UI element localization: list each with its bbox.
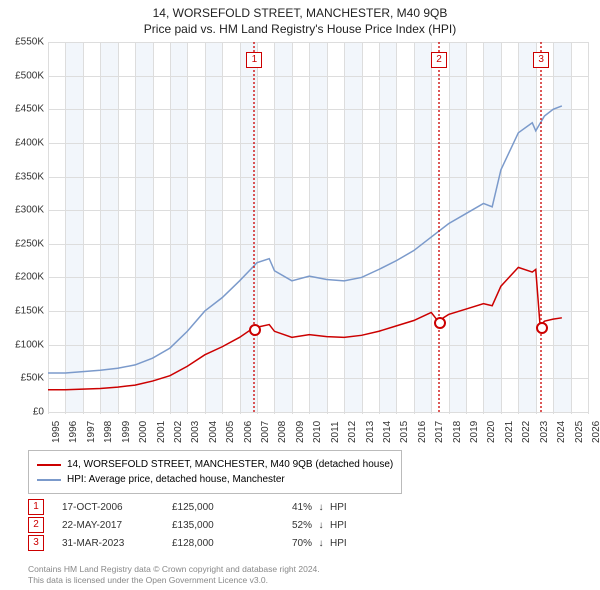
sales-hpi-label: HPI: [330, 502, 360, 513]
x-axis-tick-label: 2000: [138, 421, 149, 443]
legend-swatch: [37, 464, 61, 466]
sales-table-row: 3 31-MAR-2023£128,00070%↓HPI: [28, 534, 360, 552]
x-axis-tick-label: 2008: [277, 421, 288, 443]
x-axis-tick-label: 2004: [208, 421, 219, 443]
x-axis-tick-label: 2011: [330, 421, 341, 443]
y-axis-tick-label: £300K: [6, 205, 44, 216]
x-axis-tick-label: 2020: [486, 421, 497, 443]
sale-marker-box: 2: [431, 52, 447, 68]
x-axis-tick-label: 1999: [121, 421, 132, 443]
sales-price: £128,000: [172, 538, 272, 549]
arrow-down-icon: ↓: [312, 538, 330, 549]
y-axis-tick-label: £400K: [6, 137, 44, 148]
x-axis-tick-label: 2013: [365, 421, 376, 443]
x-axis-tick-label: 2021: [504, 421, 515, 443]
sales-table-row: 1 17-OCT-2006£125,00041%↓HPI: [28, 498, 360, 516]
x-axis-tick-label: 1996: [68, 421, 79, 443]
legend-row: HPI: Average price, detached house, Manc…: [37, 472, 393, 487]
sale-marker-box: 1: [246, 52, 262, 68]
sales-date: 17-OCT-2006: [62, 502, 172, 513]
x-axis-tick-label: 2002: [173, 421, 184, 443]
x-axis-tick-label: 2014: [382, 421, 393, 443]
x-axis-tick-label: 2012: [347, 421, 358, 443]
y-axis-tick-label: £150K: [6, 306, 44, 317]
x-axis-tick-label: 2010: [312, 421, 323, 443]
x-axis-tick-label: 2015: [399, 421, 410, 443]
sales-price: £125,000: [172, 502, 272, 513]
legend-row: 14, WORSEFOLD STREET, MANCHESTER, M40 9Q…: [37, 457, 393, 472]
x-axis-tick-label: 2019: [469, 421, 480, 443]
x-axis-tick-label: 2001: [156, 421, 167, 443]
y-axis-tick-label: £550K: [6, 37, 44, 48]
sales-table-row: 2 22-MAY-2017£135,00052%↓HPI: [28, 516, 360, 534]
sales-price: £135,000: [172, 520, 272, 531]
sales-date: 22-MAY-2017: [62, 520, 172, 531]
arrow-down-icon: ↓: [312, 502, 330, 513]
sales-index-box: 1: [28, 499, 44, 515]
x-axis-tick-label: 1997: [86, 421, 97, 443]
y-axis-tick-label: £350K: [6, 171, 44, 182]
y-axis-tick-label: £0: [6, 407, 44, 418]
x-axis-tick-label: 2024: [556, 421, 567, 443]
x-axis-tick-label: 2009: [295, 421, 306, 443]
y-axis-tick-label: £250K: [6, 238, 44, 249]
x-axis-tick-label: 2006: [243, 421, 254, 443]
x-axis-tick-label: 2005: [225, 421, 236, 443]
y-axis-tick-label: £500K: [6, 70, 44, 81]
x-axis-tick-label: 2018: [452, 421, 463, 443]
x-axis-tick-label: 2026: [591, 421, 600, 443]
sales-hpi-label: HPI: [330, 520, 360, 531]
y-axis-tick-label: £100K: [6, 339, 44, 350]
footer-attribution: Contains HM Land Registry data © Crown c…: [28, 564, 320, 586]
x-axis-tick-label: 1998: [103, 421, 114, 443]
x-axis-tick-label: 2017: [434, 421, 445, 443]
sales-hpi-label: HPI: [330, 538, 360, 549]
arrow-down-icon: ↓: [312, 520, 330, 531]
sale-marker-box: 3: [533, 52, 549, 68]
x-axis-tick-label: 2007: [260, 421, 271, 443]
x-axis-tick-label: 2023: [539, 421, 550, 443]
sales-table: 117-OCT-2006£125,00041%↓HPI222-MAY-2017£…: [28, 498, 360, 552]
sales-pct: 52%: [272, 520, 312, 531]
sales-index-box: 2: [28, 517, 44, 533]
sales-pct: 70%: [272, 538, 312, 549]
legend-label: HPI: Average price, detached house, Manc…: [67, 474, 285, 485]
title-line-2: Price paid vs. HM Land Registry's House …: [0, 20, 600, 36]
x-axis-tick-label: 2025: [574, 421, 585, 443]
x-axis-tick-label: 2003: [190, 421, 201, 443]
sales-date: 31-MAR-2023: [62, 538, 172, 549]
sale-marker-dot: [434, 317, 446, 329]
x-axis-tick-label: 2016: [417, 421, 428, 443]
legend-label: 14, WORSEFOLD STREET, MANCHESTER, M40 9Q…: [67, 459, 393, 470]
y-axis-tick-label: £50K: [6, 373, 44, 384]
sale-marker-dot: [536, 322, 548, 334]
x-axis-tick-label: 1995: [51, 421, 62, 443]
title-line-1: 14, WORSEFOLD STREET, MANCHESTER, M40 9Q…: [0, 0, 600, 20]
sales-index-box: 3: [28, 535, 44, 551]
y-axis-tick-label: £200K: [6, 272, 44, 283]
sale-marker-dot: [249, 324, 261, 336]
x-axis-tick-label: 2022: [521, 421, 532, 443]
footer-line-1: Contains HM Land Registry data © Crown c…: [28, 564, 320, 575]
sales-pct: 41%: [272, 502, 312, 513]
legend: 14, WORSEFOLD STREET, MANCHESTER, M40 9Q…: [28, 450, 402, 494]
legend-swatch: [37, 479, 61, 481]
footer-line-2: This data is licensed under the Open Gov…: [28, 575, 320, 586]
y-axis-tick-label: £450K: [6, 104, 44, 115]
